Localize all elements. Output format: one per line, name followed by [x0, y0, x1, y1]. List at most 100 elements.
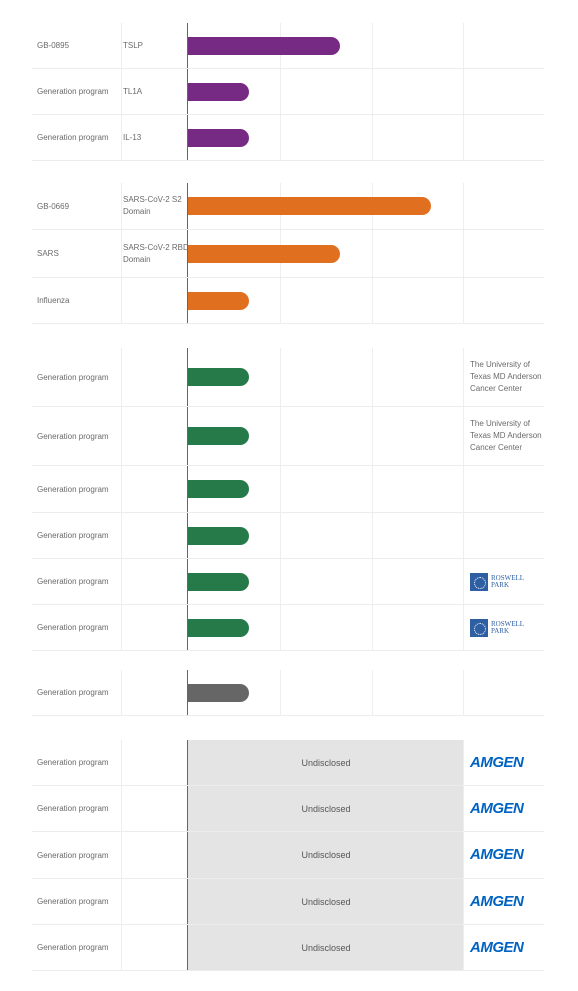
progress-track: Undisclosed: [187, 925, 464, 970]
partner-cell: ROSWELL PARK: [463, 559, 551, 604]
pipeline-section: GB-0669 SARS-CoV-2 S2 Domain SARS SARS-CoV-…: [32, 183, 544, 324]
program-target: [117, 786, 193, 831]
progress-track: [187, 230, 464, 277]
partner-cell: AMGEN: [463, 879, 551, 924]
program-name: Generation program: [32, 670, 122, 715]
phase-grid-line: [372, 513, 373, 558]
progress-track: [187, 670, 464, 715]
program-name: Generation program: [32, 925, 122, 970]
undisclosed-status: Undisclosed: [188, 832, 464, 878]
progress-track: Undisclosed: [187, 879, 464, 924]
pipeline-section: GB-0895 TSLP Generation program TL1A Generat…: [32, 23, 544, 161]
partner-cell: [463, 183, 551, 229]
program-name: Generation program: [32, 513, 122, 558]
program-target: [117, 925, 193, 970]
program-target: [117, 740, 193, 785]
program-target: SARS-CoV-2 S2 Domain: [123, 195, 182, 216]
pipeline-row: Generation program ROSWELL PARK: [32, 559, 544, 605]
partner-cell: AMGEN: [463, 832, 551, 878]
progress-bar: [188, 427, 249, 445]
pipeline-section: Generation program The University of Texa…: [32, 348, 544, 651]
partner-cell: The University of Texas MD Anderson Canc…: [463, 348, 551, 406]
undisclosed-status: Undisclosed: [188, 925, 464, 970]
phase-grid-line: [280, 69, 281, 114]
program-name: Generation program: [32, 605, 122, 650]
progress-bar: [188, 129, 249, 147]
partner-cell: ROSWELL PARK: [463, 605, 551, 650]
progress-bar: [188, 480, 249, 498]
program-name: Generation program: [32, 786, 122, 831]
progress-bar: [188, 197, 431, 215]
progress-track: Undisclosed: [187, 786, 464, 831]
pipeline-row: GB-0669 SARS-CoV-2 S2 Domain: [32, 183, 544, 230]
program-target: IL-13: [123, 132, 142, 142]
program-target: [117, 670, 193, 715]
pipeline-row: Generation program Undisclosed AMGEN: [32, 879, 544, 925]
partner-cell: [463, 115, 551, 160]
program-target: [117, 407, 193, 465]
progress-track: Undisclosed: [187, 832, 464, 878]
program-target: TSLP: [123, 40, 144, 50]
pipeline-row: GB-0895 TSLP: [32, 23, 544, 69]
phase-grid-line: [280, 278, 281, 323]
phase-grid-line: [372, 466, 373, 512]
undisclosed-status: Undisclosed: [188, 879, 464, 924]
amgen-logo: AMGEN: [470, 846, 524, 863]
progress-track: [187, 278, 464, 323]
amgen-logo: AMGEN: [470, 938, 524, 956]
program-name: SARS: [32, 230, 122, 277]
phase-grid-line: [372, 407, 373, 465]
program-target: [117, 559, 193, 604]
partner-cell: [463, 69, 551, 114]
pipeline-row: Generation program Undisclosed AMGEN: [32, 832, 544, 879]
progress-track: [187, 115, 464, 160]
phase-grid-line: [280, 115, 281, 160]
partner-cell: The University of Texas MD Anderson Canc…: [463, 407, 551, 465]
pipeline-row: Generation program Undisclosed AMGEN: [32, 740, 544, 786]
phase-grid-line: [372, 605, 373, 650]
phase-grid-line: [280, 407, 281, 465]
progress-track: [187, 605, 464, 650]
partner-name: The University of Texas MD Anderson Canc…: [470, 360, 542, 393]
program-target: SARS-CoV-2 RBD Domain: [123, 242, 189, 264]
pipeline-row: Generation program Undisclosed AMGEN: [32, 925, 544, 971]
program-name: Generation program: [32, 559, 122, 604]
program-name: Generation program: [32, 879, 122, 924]
progress-bar: [188, 368, 249, 386]
program-name: Influenza: [32, 278, 122, 323]
progress-track: [187, 559, 464, 604]
pipeline-row: Generation program: [32, 466, 544, 513]
progress-bar: [188, 83, 249, 101]
program-target: [117, 605, 193, 650]
program-name: Generation program: [32, 69, 122, 114]
pipeline-row: Influenza: [32, 278, 544, 324]
pipeline-section: Generation program Undisclosed AMGEN Genera…: [32, 740, 544, 971]
phase-grid-line: [372, 348, 373, 406]
partner-cell: [463, 466, 551, 512]
roswell-park-wordmark-line: ROSWELL: [491, 573, 525, 582]
program-name: GB-0895: [32, 23, 122, 68]
partner-cell: AMGEN: [463, 786, 551, 831]
roswell-park-wordmark-line: PARK: [491, 626, 510, 635]
pipeline-row: Generation program The University of Texa…: [32, 407, 544, 466]
phase-grid-line: [372, 559, 373, 604]
amgen-logo: AMGEN: [470, 753, 524, 771]
roswell-park-wordmark-line: PARK: [491, 580, 510, 589]
amgen-logo: AMGEN: [470, 799, 524, 817]
roswell-park-wordmark: ROSWELL PARK: [491, 573, 525, 589]
progress-bar: [188, 37, 340, 55]
progress-bar: [188, 245, 340, 263]
roswell-park-logo: ROSWELL PARK: [470, 572, 525, 591]
phase-grid-line: [280, 348, 281, 406]
progress-bar: [188, 684, 249, 702]
phase-grid-line: [372, 69, 373, 114]
progress-track: [187, 183, 464, 229]
progress-track: [187, 466, 464, 512]
progress-bar: [188, 619, 249, 637]
pipeline-row: Generation program: [32, 670, 544, 716]
phase-grid-line: [372, 230, 373, 277]
phase-grid-line: [280, 513, 281, 558]
program-target: [117, 879, 193, 924]
undisclosed-status: Undisclosed: [188, 786, 464, 831]
program-target: [117, 466, 193, 512]
